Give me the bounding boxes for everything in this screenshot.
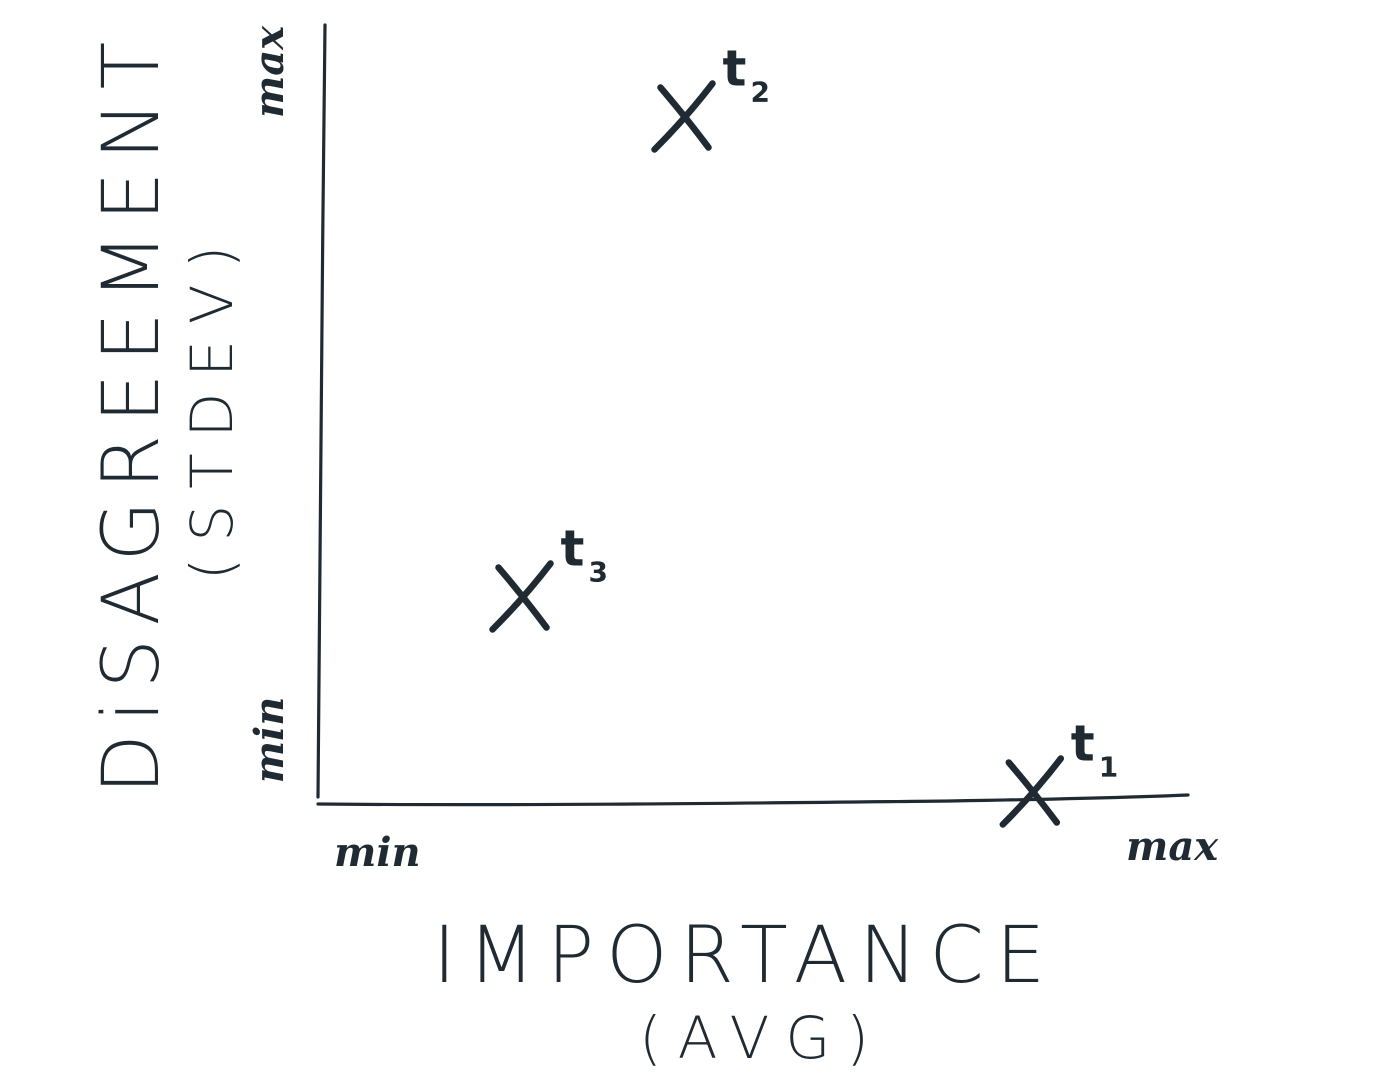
scatter-mark-stroke [999,755,1065,828]
y-axis-subtitle: (STDEV) [178,230,246,581]
y-tick-max-group: max [246,25,293,118]
point-label-subscript: 3 [589,556,608,589]
y-axis-line [316,23,327,799]
point-label-subscript: 1 [1099,751,1118,784]
point-label: t [1071,715,1095,773]
x-axis-subtitle: (AVG) [639,1004,885,1072]
scatter-mark-stroke [651,80,716,153]
point-label: t [561,520,585,578]
x-axis-title: IMPORTANCE [433,911,1057,1001]
point-label: t [723,40,747,98]
scatter-mark-stroke [489,560,554,633]
y-tick-label-max: max [246,25,293,118]
y-axis-subtitle-group: (STDEV) [178,230,246,581]
scatter-marks: t 2t 3t 1 [489,40,1118,828]
y-tick-label-min: min [246,697,293,784]
x-axis-line [316,793,1190,807]
y-axis-title-group: DiSAGREEMENT [87,30,177,794]
y-axis-title: DiSAGREEMENT [87,30,177,794]
point-label-subscript: 2 [751,76,770,109]
x-tick-label-min: min [334,829,421,876]
x-tick-label-max: max [1126,823,1219,870]
y-tick-min-group: min [246,697,293,784]
